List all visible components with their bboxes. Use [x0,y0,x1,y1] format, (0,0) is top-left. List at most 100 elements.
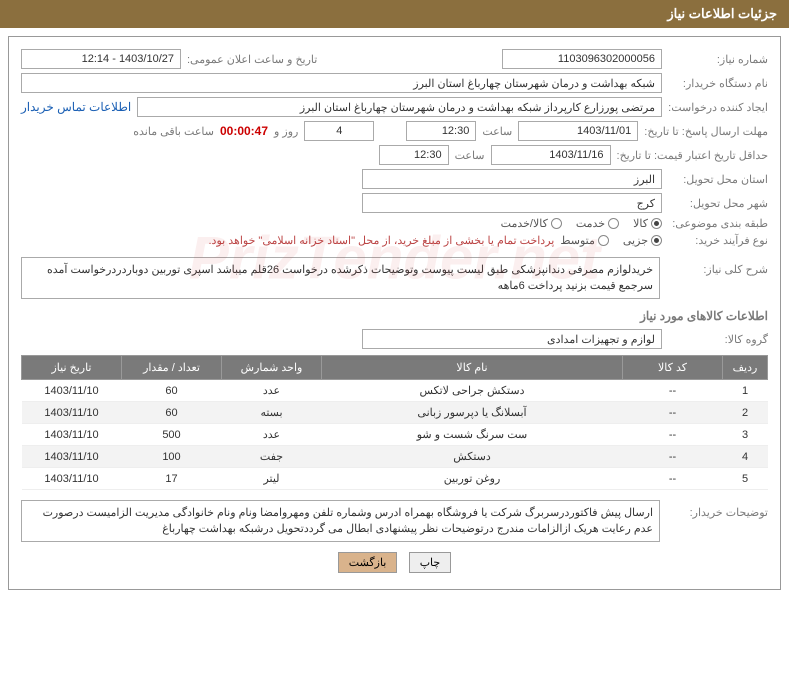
th-name: نام کالا [322,356,623,380]
province-label: استان محل تحویل: [668,173,768,186]
cell-code: -- [623,380,723,402]
req-no-field: 1103096302000056 [502,49,662,69]
table-row: 3--ست سرنگ شست و شوعدد5001403/11/10 [22,424,768,446]
cell-name: روغن توربین [322,468,623,490]
buyer-desc-label: توضیحات خریدار: [668,500,768,519]
requester-label: ایجاد کننده درخواست: [668,101,768,114]
min-valid-date-field: 1403/11/16 [491,145,611,165]
radio-icon [598,235,609,246]
days-field: 4 [304,121,374,141]
deadline-date-field: 1403/11/01 [518,121,638,141]
row-deadline: مهلت ارسال پاسخ: تا تاریخ: 1403/11/01 سا… [21,121,768,141]
treasury-note: پرداخت تمام یا بخشی از مبلغ خرید، از محل… [209,234,555,247]
cell-name: دستکش جراحی لاتکس [322,380,623,402]
form-container: PrizTender.net شماره نیاز: 1103096302000… [8,36,781,590]
radio-icon [551,218,562,229]
print-button[interactable]: چاپ [409,552,452,573]
cat-goods[interactable]: کالا [633,217,662,230]
req-no-label: شماره نیاز: [668,53,768,66]
deadline-label: مهلت ارسال پاسخ: تا تاریخ: [644,125,768,138]
radio-icon [651,235,662,246]
table-row: 5--روغن توربینلیتر171403/11/10 [22,468,768,490]
goods-group-label: گروه کالا: [668,333,768,346]
header-title: جزئیات اطلاعات نیاز [667,6,777,21]
row-category: طبقه بندی موضوعی: کالا خدمت کالا/خدمت [21,217,768,230]
category-label: طبقه بندی موضوعی: [668,217,768,230]
cell-name: ست سرنگ شست و شو [322,424,623,446]
cat-service[interactable]: خدمت [576,217,619,230]
row-goods-group: گروه کالا: لوازم و تجهیزات امدادی [21,329,768,349]
cell-date: 1403/11/10 [22,468,122,490]
requester-field: مرتضی پورزارع کارپرداز شبکه بهداشت و درم… [137,97,662,117]
category-radios: کالا خدمت کالا/خدمت [501,217,662,230]
table-header-row: ردیف کد کالا نام کالا واحد شمارش تعداد /… [22,356,768,380]
cell-unit: عدد [222,424,322,446]
summary-label: شرح کلی نیاز: [668,257,768,276]
province-field: البرز [362,169,662,189]
cell-date: 1403/11/10 [22,380,122,402]
items-table: ردیف کد کالا نام کالا واحد شمارش تعداد /… [21,355,768,490]
min-valid-time-field: 12:30 [379,145,449,165]
row-city: شهر محل تحویل: کرج [21,193,768,213]
city-field: کرج [362,193,662,213]
deadline-time-field: 12:30 [406,121,476,141]
cell-qty: 60 [122,402,222,424]
page-header: جزئیات اطلاعات نیاز [0,0,789,28]
summary-field: خریدلوازم مصرفی دندانپزشکی طبق لیست پیوس… [21,257,660,299]
pt-small[interactable]: جزیی [623,234,662,247]
cell-qty: 17 [122,468,222,490]
cell-qty: 500 [122,424,222,446]
time-label-2: ساعت [455,149,485,162]
button-row: چاپ بازگشت [21,552,768,573]
cell-n: 5 [723,468,768,490]
row-min-valid: حداقل تاریخ اعتبار قیمت: تا تاریخ: 1403/… [21,145,768,165]
table-row: 1--دستکش جراحی لاتکسعدد601403/11/10 [22,380,768,402]
row-summary: شرح کلی نیاز: خریدلوازم مصرفی دندانپزشکی… [21,257,768,299]
cell-n: 3 [723,424,768,446]
goods-info-title: اطلاعات کالاهای مورد نیاز [21,309,768,323]
cell-qty: 60 [122,380,222,402]
cell-unit: جفت [222,446,322,468]
cell-code: -- [623,402,723,424]
cell-unit: بسته [222,402,322,424]
ann-date-field: 1403/10/27 - 12:14 [21,49,181,69]
countdown: 00:00:47 [220,124,268,138]
time-label-1: ساعت [482,125,512,138]
buyer-org-field: شبکه بهداشت و درمان شهرستان چهارباغ استا… [21,73,662,93]
ann-date-label: تاریخ و ساعت اعلان عمومی: [187,53,317,66]
days-label: روز و [274,125,298,138]
remain-label: ساعت باقی مانده [133,125,214,138]
purchase-type-radios: جزیی متوسط [560,234,662,247]
cell-date: 1403/11/10 [22,446,122,468]
pt-medium[interactable]: متوسط [560,234,609,247]
purchase-type-label: نوع فرآیند خرید: [668,234,768,247]
row-buyer-desc: توضیحات خریدار: ارسال پیش فاکتوردرسربرگ … [21,500,768,542]
row-req-no: شماره نیاز: 1103096302000056 تاریخ و ساع… [21,49,768,69]
radio-icon [608,218,619,229]
th-row: ردیف [723,356,768,380]
cell-qty: 100 [122,446,222,468]
th-qty: تعداد / مقدار [122,356,222,380]
goods-group-field: لوازم و تجهیزات امدادی [362,329,662,349]
cell-n: 2 [723,402,768,424]
cell-code: -- [623,468,723,490]
cell-name: دستکش [322,446,623,468]
city-label: شهر محل تحویل: [668,197,768,210]
table-row: 2--آبسلانگ یا دپرسور زبانیبسته601403/11/… [22,402,768,424]
buyer-desc-field: ارسال پیش فاکتوردرسربرگ شرکت یا فروشگاه … [21,500,660,542]
back-button[interactable]: بازگشت [338,552,398,573]
cat-both[interactable]: کالا/خدمت [501,217,562,230]
th-code: کد کالا [623,356,723,380]
cell-code: -- [623,446,723,468]
cell-name: آبسلانگ یا دپرسور زبانی [322,402,623,424]
radio-icon [651,218,662,229]
th-unit: واحد شمارش [222,356,322,380]
buyer-org-label: نام دستگاه خریدار: [668,77,768,90]
cell-date: 1403/11/10 [22,424,122,446]
cell-date: 1403/11/10 [22,402,122,424]
cell-n: 4 [723,446,768,468]
cell-unit: لیتر [222,468,322,490]
row-province: استان محل تحویل: البرز [21,169,768,189]
contact-link[interactable]: اطلاعات تماس خریدار [21,100,131,114]
cell-code: -- [623,424,723,446]
